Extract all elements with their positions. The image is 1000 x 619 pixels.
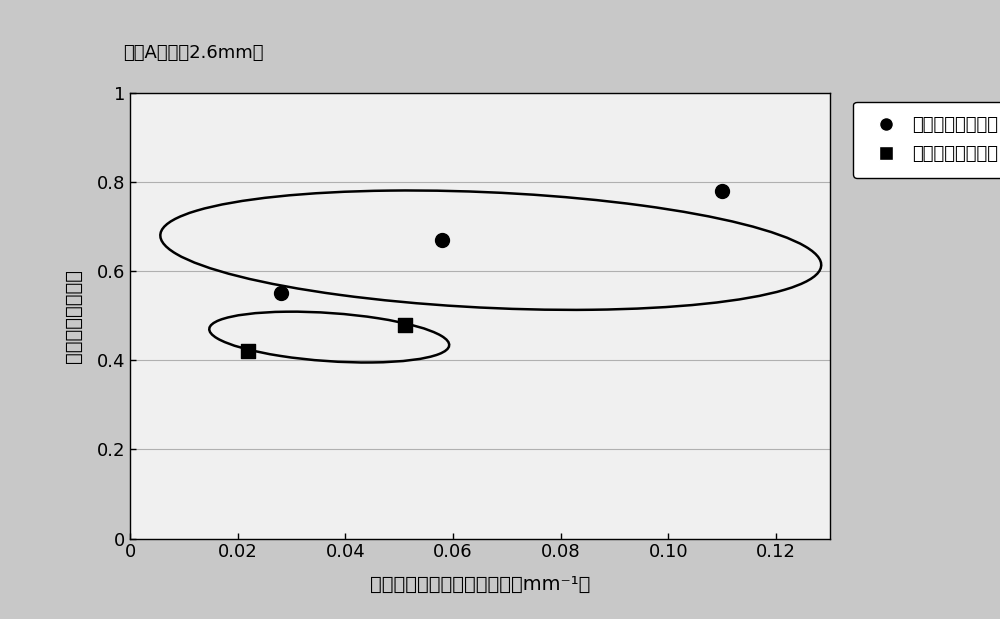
X-axis label: 内部方向（径向）应变梯度（mm⁻¹）: 内部方向（径向）应变梯度（mm⁻¹） [370,575,590,594]
Legend: 圆锥冲头扩孔试验, 圆筒冲头扩孔试验: 圆锥冲头扩孔试验, 圆筒冲头扩孔试验 [853,102,1000,178]
Point [273,288,289,298]
Point [397,319,413,329]
Text: 钙种A（板厚2.6mm）: 钙种A（板厚2.6mm） [123,44,264,62]
Point [714,186,730,196]
Point [240,347,256,357]
Point [434,235,450,245]
Y-axis label: 伸展凸缘极限应变: 伸展凸缘极限应变 [64,269,83,363]
